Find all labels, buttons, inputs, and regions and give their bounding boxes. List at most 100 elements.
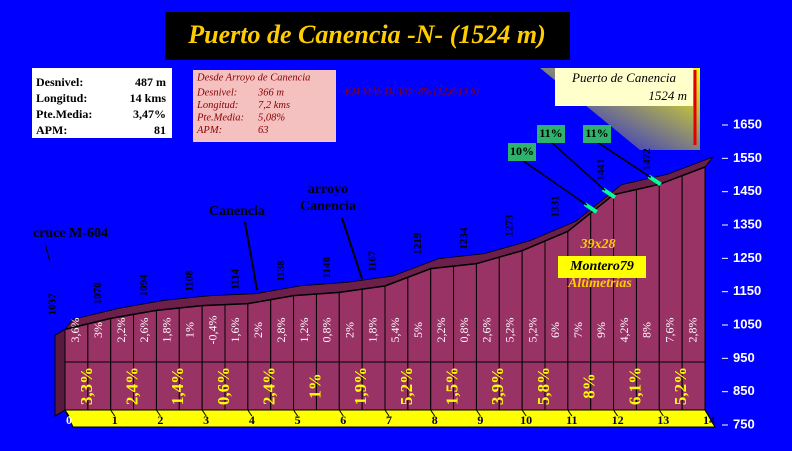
gradient-label: 9%: [594, 322, 608, 338]
x-tick-label: 3: [203, 413, 209, 427]
info-label: APM:: [196, 125, 222, 136]
km-gradient-label: 2,4%: [122, 367, 141, 405]
gradient-label: 0,8%: [457, 318, 471, 343]
gradient-label: 2,6%: [137, 318, 151, 343]
hardest-km: KM MÁS DURO: 8% (12,6-13,6): [344, 85, 480, 97]
gradient-label: -0,4%: [205, 316, 219, 345]
y-tick-label: 1650: [733, 116, 762, 131]
altitude-label: 1167: [367, 250, 379, 272]
info-box: [32, 68, 172, 138]
x-tick: [567, 409, 573, 417]
credit: 39x28: [580, 237, 616, 252]
km-gradient-label: 5,2%: [397, 367, 416, 405]
x-tick: [476, 409, 481, 417]
altitude-label: 1114: [229, 268, 241, 289]
place-line: [244, 221, 258, 291]
x-tick: [247, 409, 253, 417]
altitude-label: 1138: [275, 260, 287, 282]
gradient-label: 7,6%: [662, 318, 676, 343]
summit-label: 1524 m: [648, 88, 687, 103]
gradient-label: 2%: [251, 322, 265, 338]
altitude-label: 1472: [641, 148, 653, 171]
x-tick: [64, 409, 70, 417]
plot: 3,6% 3% 2,2% 2,6% 1,8% 1% -0,4% 1,6% 2% 2,8% 1,2% 0…: [33, 116, 762, 431]
y-tick-label: 750: [733, 416, 755, 431]
km-gradient-label: 1,9%: [351, 367, 370, 405]
x-tick-label: 9: [477, 413, 483, 427]
km-gradient-label: 3,9%: [488, 367, 507, 405]
credit-box: [558, 256, 646, 278]
km-gradient-label: 5,2%: [671, 367, 690, 405]
km-gradient-label: 1,4%: [168, 367, 187, 405]
x-tick: [521, 409, 527, 417]
info-value: 5,08%: [258, 112, 285, 123]
gradient-label: 2,2%: [434, 318, 448, 343]
x-tick-label: 8: [432, 413, 438, 427]
altitude-label: 1234: [458, 227, 470, 250]
info-value: 81: [154, 123, 166, 137]
y-tick-label: 1150: [733, 283, 761, 298]
gradient-label: 1,6%: [228, 318, 242, 343]
annotation-box: [583, 125, 611, 143]
gradient-label: 3,6%: [68, 318, 82, 343]
profile-side: [54, 328, 66, 417]
gradient-label: 5,2%: [502, 318, 516, 343]
km-gradient-label: 8%: [580, 373, 599, 399]
altitude-label: 1070: [92, 282, 104, 305]
summit-box: [555, 68, 693, 106]
y-tick-label: 1350: [733, 216, 762, 231]
km-gradient-label: 3,3%: [77, 367, 96, 405]
altitude-label: 1273: [504, 214, 516, 236]
x-tick-label: 13: [657, 413, 669, 427]
place-label: cruce M-604: [33, 226, 108, 241]
y-tick-label: 950: [733, 350, 755, 365]
gradient-label: 1,8%: [365, 318, 379, 343]
altitude-label: 1108: [184, 270, 196, 292]
place-line: [341, 217, 364, 280]
info-value: 487 m: [135, 75, 166, 89]
km-gradient-label: 1,5%: [442, 367, 461, 405]
x-tick: [658, 409, 664, 417]
profile-line: [64, 166, 706, 331]
annotation-arrow: [550, 141, 606, 191]
annotation-stripe: [583, 202, 598, 214]
x-tick: [293, 409, 298, 417]
info-value: 7,2 kms: [258, 100, 290, 111]
km-gradient-label: 1%: [305, 373, 324, 399]
gradient-label: 2,2%: [114, 318, 128, 343]
x-tick-label: 5: [295, 413, 301, 427]
altitude-label: 1037: [47, 293, 59, 316]
gradient-label: 3%: [91, 322, 105, 338]
km-gradient-label: 0,6%: [214, 367, 233, 405]
info-value: 63: [258, 125, 269, 136]
x-tick-label: 6: [340, 413, 346, 427]
y-tick-label: 1450: [733, 183, 762, 198]
credit: Altimetrías: [567, 276, 632, 291]
y-tick-label: 850: [733, 383, 755, 398]
x-tick: [110, 409, 116, 417]
annotation-box: [537, 125, 565, 143]
annotation: 11%: [539, 126, 562, 140]
km-gradient-label: 2,4%: [260, 367, 279, 405]
altitude-label: 1219: [412, 232, 424, 255]
gradient-label: 2,6%: [480, 318, 494, 343]
gradient-label: 2%: [342, 322, 356, 338]
x-tick-label: 10: [520, 413, 532, 427]
info-label: Desnivel:: [196, 87, 237, 98]
gradient-label: 2,8%: [685, 318, 699, 343]
altitude-label: 1094: [138, 274, 150, 297]
x-tick-label: 11: [566, 413, 577, 427]
annotation: 10%: [510, 144, 534, 158]
gradient-label: 4,2%: [617, 318, 631, 343]
info-value: 366 m: [257, 87, 284, 98]
x-tick: [156, 409, 161, 417]
x-tick-label: 0: [66, 413, 72, 427]
x-tick-label: 7: [386, 413, 392, 427]
annotation-stripe: [601, 187, 617, 199]
annotation-stripe: [647, 174, 662, 187]
gradient-label: 5%: [411, 322, 425, 338]
y-tick-label: 1550: [733, 150, 762, 165]
gradient-label: 0,8%: [320, 318, 334, 343]
